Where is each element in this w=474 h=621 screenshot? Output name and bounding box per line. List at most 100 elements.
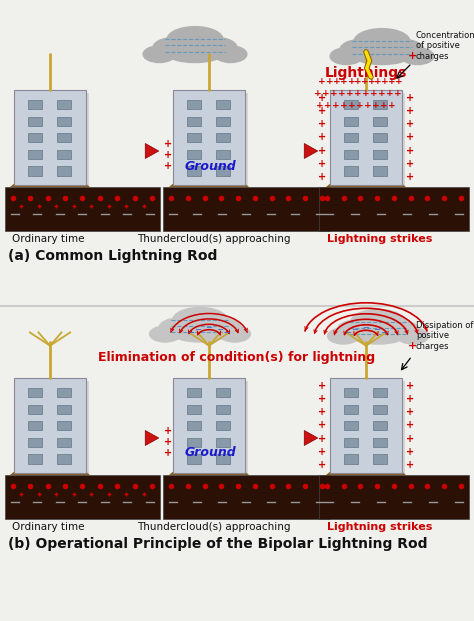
Text: +: + — [406, 447, 414, 457]
Bar — [373, 117, 387, 125]
Text: +: + — [326, 76, 334, 86]
Text: +: + — [409, 341, 418, 351]
Bar — [57, 166, 71, 176]
Bar — [5, 187, 160, 231]
Text: +: + — [164, 150, 172, 160]
Bar — [187, 134, 201, 142]
Ellipse shape — [379, 320, 419, 340]
Bar — [173, 378, 245, 473]
Text: Thundercloud(s) approaching: Thundercloud(s) approaching — [137, 234, 291, 244]
Text: +: + — [314, 89, 322, 97]
Text: +: + — [406, 394, 414, 404]
Ellipse shape — [167, 27, 223, 53]
Polygon shape — [304, 430, 318, 445]
Ellipse shape — [328, 328, 359, 344]
Bar — [373, 150, 387, 159]
Text: +: + — [348, 101, 356, 109]
Text: +: + — [368, 76, 376, 86]
Text: +: + — [318, 407, 326, 417]
Text: +: + — [318, 460, 326, 470]
Text: +: + — [406, 172, 414, 182]
Text: +: + — [406, 420, 414, 430]
Text: +: + — [318, 146, 326, 156]
Text: +: + — [406, 460, 414, 470]
Bar — [187, 438, 201, 447]
Ellipse shape — [150, 326, 181, 342]
Ellipse shape — [354, 29, 410, 55]
Bar — [373, 405, 387, 414]
Bar — [330, 90, 402, 185]
Text: +: + — [164, 437, 172, 447]
Bar — [345, 438, 358, 447]
Bar — [57, 150, 71, 159]
Bar — [14, 90, 86, 185]
Bar — [28, 455, 42, 463]
Ellipse shape — [143, 46, 175, 63]
Bar — [373, 134, 387, 142]
Bar — [176, 381, 248, 476]
Text: Ground: Ground — [185, 160, 237, 173]
Bar — [28, 405, 42, 414]
Text: +: + — [354, 76, 362, 86]
Polygon shape — [10, 462, 90, 475]
Text: +: + — [340, 101, 348, 109]
Text: +: + — [164, 139, 172, 149]
Polygon shape — [326, 174, 406, 187]
Text: −: − — [381, 329, 388, 337]
Text: +: + — [406, 159, 414, 169]
Bar — [345, 117, 358, 125]
Bar — [14, 378, 86, 473]
Text: −: − — [363, 324, 370, 332]
Text: Dissipation of
positive
charges: Dissipation of positive charges — [416, 321, 474, 351]
Text: +: + — [324, 101, 332, 109]
Text: +: + — [386, 89, 394, 97]
Text: +: + — [372, 101, 380, 109]
Text: +: + — [362, 89, 370, 97]
Text: +: + — [164, 426, 172, 436]
Text: +: + — [318, 93, 326, 103]
Text: +: + — [318, 394, 326, 404]
Text: +: + — [364, 101, 372, 109]
Bar — [216, 100, 230, 109]
Bar — [373, 421, 387, 430]
Text: +: + — [406, 132, 414, 142]
Bar — [57, 388, 71, 397]
Bar — [345, 388, 358, 397]
Bar — [373, 455, 387, 463]
Polygon shape — [145, 430, 159, 445]
Bar — [333, 381, 405, 476]
Polygon shape — [169, 174, 249, 187]
Bar — [373, 166, 387, 176]
Bar — [187, 421, 201, 430]
Bar — [5, 475, 160, 519]
Text: Elimination of condition(s) for lightning: Elimination of condition(s) for lightnin… — [99, 351, 375, 365]
Bar — [345, 150, 358, 159]
Bar — [163, 187, 330, 231]
Polygon shape — [326, 462, 406, 475]
Text: +: + — [354, 89, 362, 97]
Bar — [187, 388, 201, 397]
Text: +: + — [318, 106, 326, 116]
Text: +: + — [370, 89, 378, 97]
Text: +: + — [318, 132, 326, 142]
Ellipse shape — [401, 48, 434, 65]
Text: +: + — [318, 433, 326, 443]
Ellipse shape — [196, 37, 237, 58]
Bar — [57, 405, 71, 414]
Text: Ordinary time: Ordinary time — [12, 234, 84, 244]
Text: +: + — [356, 101, 364, 109]
Bar — [57, 134, 71, 142]
Bar — [373, 388, 387, 397]
Ellipse shape — [383, 40, 424, 60]
Bar — [28, 388, 42, 397]
Bar — [57, 100, 71, 109]
Bar — [57, 117, 71, 125]
Text: Lightnings: Lightnings — [325, 66, 407, 80]
Text: +: + — [318, 447, 326, 457]
Bar — [28, 421, 42, 430]
Text: −: − — [194, 325, 201, 334]
Text: +: + — [318, 381, 326, 391]
Bar — [216, 405, 230, 414]
Text: −: − — [206, 324, 212, 332]
Text: (b) Operational Principle of the Bipolar Lightning Rod: (b) Operational Principle of the Bipolar… — [8, 537, 428, 551]
